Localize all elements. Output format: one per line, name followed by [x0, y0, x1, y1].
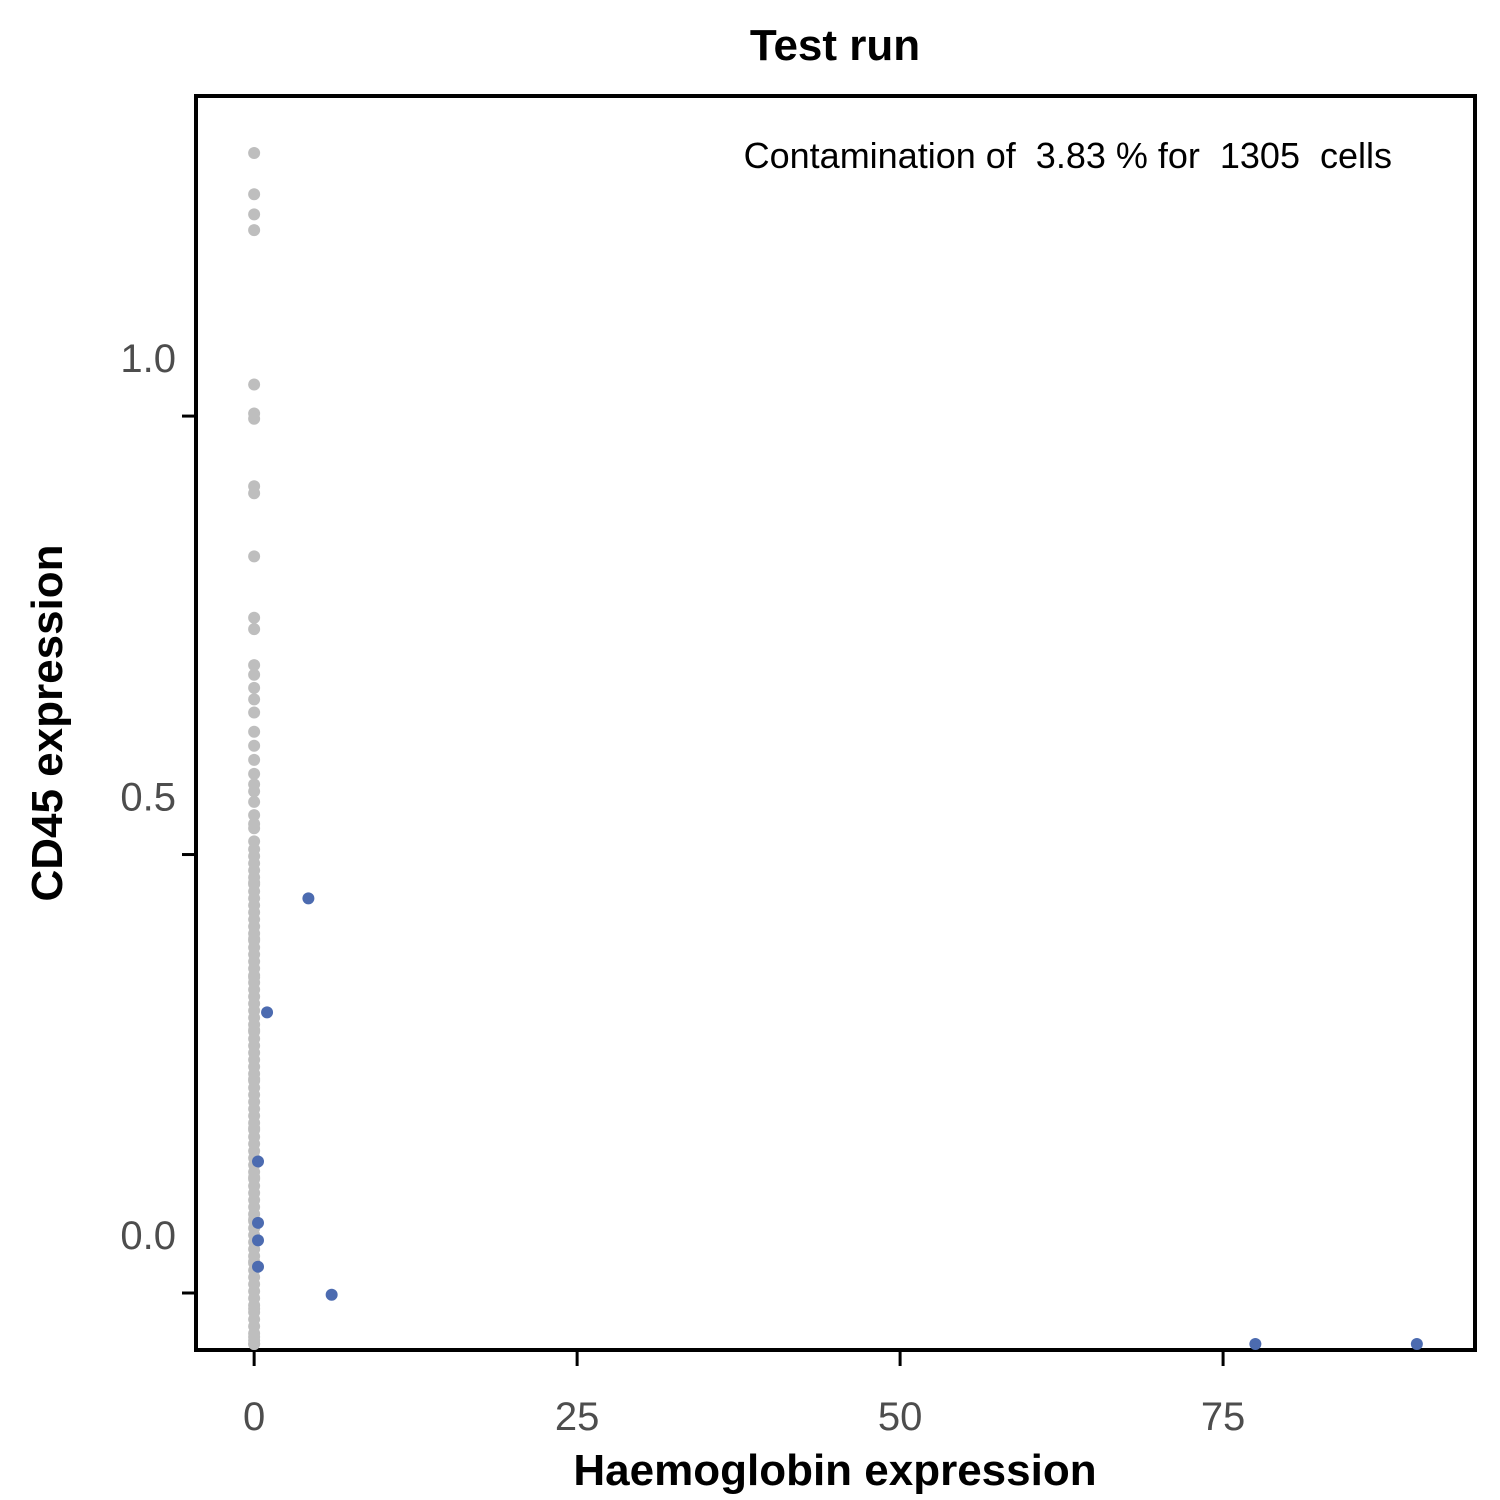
- data-point-blue: [252, 1234, 265, 1247]
- x-tick-label: 75: [1201, 1395, 1246, 1439]
- ticks-layer: 0 25 50 75 0.0 0.5 1.0: [120, 337, 1245, 1439]
- data-point-grey: [248, 725, 261, 738]
- data-point-grey: [248, 611, 261, 624]
- data-point-grey: [248, 681, 261, 694]
- data-point-blue: [325, 1288, 338, 1301]
- x-tick-label: 0: [243, 1395, 265, 1439]
- x-tick-label: 25: [555, 1395, 600, 1439]
- y-axis-label: CD45 expression: [23, 544, 72, 901]
- y-tick-label: 0.0: [120, 1214, 176, 1258]
- data-point-grey: [248, 795, 261, 808]
- data-point-grey: [248, 1338, 261, 1350]
- data-point-grey: [248, 668, 261, 681]
- data-point-blue: [1410, 1338, 1423, 1350]
- data-point-grey: [248, 659, 261, 672]
- data-point-grey: [248, 224, 261, 237]
- x-tick-label: 50: [878, 1395, 923, 1439]
- data-point-grey: [248, 817, 261, 830]
- plot-panel: [194, 94, 1477, 1352]
- data-point-grey: [248, 1171, 261, 1184]
- data-point-grey: [248, 487, 261, 500]
- data-point-grey: [248, 147, 261, 159]
- y-tick-label: 1.0: [120, 337, 176, 381]
- data-point-blue: [1249, 1338, 1262, 1350]
- data-point-grey: [248, 1122, 261, 1135]
- data-point-grey: [248, 188, 261, 201]
- data-point-grey: [248, 412, 261, 425]
- data-point-blue: [261, 1006, 274, 1019]
- data-point-grey: [248, 1023, 261, 1036]
- points-layer: [248, 147, 1423, 1350]
- data-point-grey: [248, 706, 261, 719]
- data-point-grey: [248, 876, 261, 889]
- data-point-grey: [248, 785, 261, 798]
- data-point-grey: [248, 550, 261, 563]
- data-point-blue: [252, 1260, 265, 1273]
- y-tick-label: 0.5: [120, 776, 176, 820]
- data-point-grey: [248, 971, 261, 984]
- data-point-grey: [248, 753, 261, 766]
- data-point-blue: [252, 1155, 265, 1168]
- data-point-grey: [248, 809, 261, 822]
- chart-title: Test run: [750, 21, 920, 70]
- data-point-grey: [248, 767, 261, 780]
- data-point-grey: [248, 1302, 261, 1315]
- data-point-grey: [248, 693, 261, 706]
- data-point-grey: [248, 739, 261, 752]
- data-point-grey: [248, 932, 261, 945]
- data-point-grey: [248, 208, 261, 221]
- data-point-grey: [248, 1073, 261, 1086]
- data-point-blue: [302, 892, 315, 905]
- data-point-grey: [248, 623, 261, 636]
- data-point-grey: [248, 378, 261, 391]
- contamination-annotation: Contamination of 3.83 % for 1305 cells: [744, 135, 1392, 176]
- x-axis-label: Haemoglobin expression: [573, 1446, 1096, 1495]
- data-point-blue: [252, 1216, 265, 1229]
